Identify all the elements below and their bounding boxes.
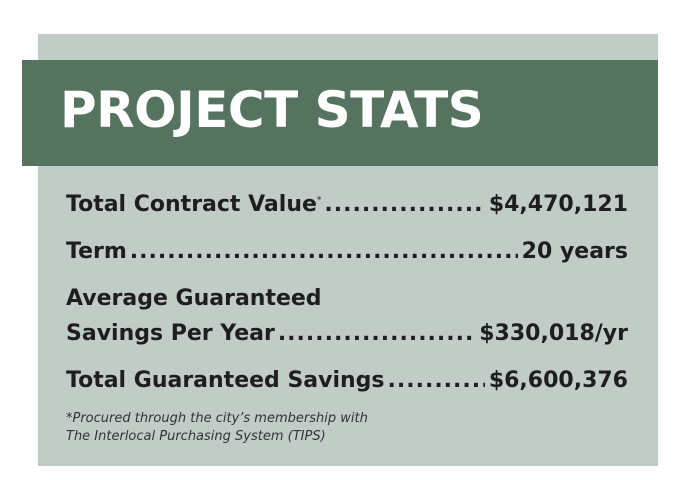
stat-row-total-savings: Total Guaranteed Savings $6,600,376 xyxy=(66,368,628,393)
footnote-line: The Interlocal Purchasing System (TIPS) xyxy=(66,429,326,444)
stat-value: 20 years xyxy=(521,239,628,264)
dot-leader xyxy=(388,368,485,393)
footnote-marker: * xyxy=(316,195,322,206)
page-title: PROJECT STATS xyxy=(60,81,484,139)
dot-leader xyxy=(278,321,475,346)
footnote: *Procured through the city’s membership … xyxy=(66,410,368,446)
stat-label: Savings Per Year xyxy=(66,321,275,346)
stat-label: Total Contract Value* xyxy=(66,192,322,217)
stat-row-total-contract-value: Total Contract Value* $4,470,121 xyxy=(66,192,628,217)
dot-leader xyxy=(324,192,484,217)
stat-value: $6,600,376 xyxy=(488,368,628,393)
dot-leader xyxy=(130,239,518,264)
stat-row-term: Term 20 years xyxy=(66,239,628,264)
stat-label: Term xyxy=(66,239,127,264)
stat-label: Total Guaranteed Savings xyxy=(66,368,385,393)
stat-row-average-savings: Savings Per Year $330,018/yr xyxy=(66,321,628,346)
title-banner xyxy=(22,60,658,166)
stat-value: $4,470,121 xyxy=(488,192,628,217)
stat-label-line1: Average Guaranteed xyxy=(66,286,322,311)
stat-value: $330,018/yr xyxy=(479,321,628,346)
footnote-line: *Procured through the city’s membership … xyxy=(66,411,368,426)
